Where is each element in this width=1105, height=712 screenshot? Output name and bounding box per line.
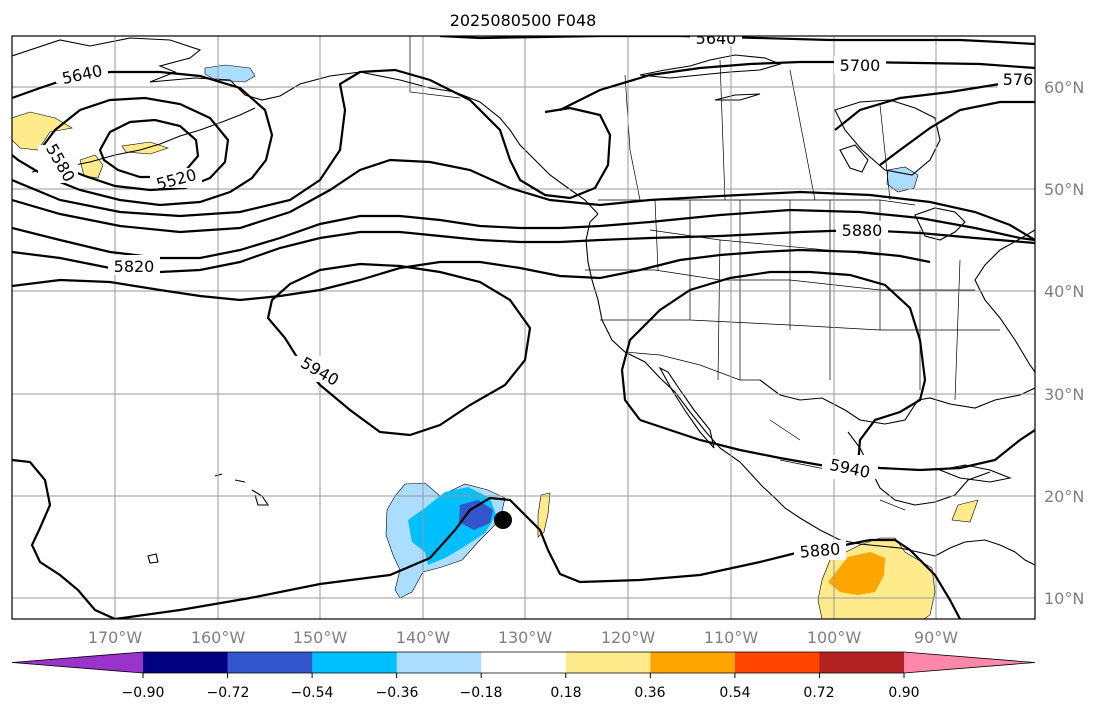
contours xyxy=(12,36,1035,619)
baja-coast xyxy=(658,366,715,449)
political-borders xyxy=(409,36,1000,511)
shade-negative xyxy=(459,500,493,530)
contour-label: 5640 xyxy=(696,29,737,48)
colorbar-tick-label: 0.36 xyxy=(634,685,665,701)
atlantic-coast xyxy=(974,229,1035,373)
lat-label: 40°N xyxy=(1044,282,1084,301)
longitude-labels: 170°W 160°W 150°W 140°W 130°W 120°W 110°… xyxy=(88,628,958,647)
contour-ridge-2 xyxy=(12,158,1035,241)
colorbar-segment xyxy=(312,652,398,673)
lat-label: 10°N xyxy=(1044,589,1084,608)
contour-5880-east xyxy=(12,228,1035,274)
lon-label: 160°W xyxy=(191,628,246,647)
contour-5700 xyxy=(559,60,1035,111)
lat-label: 50°N xyxy=(1044,180,1084,199)
lon-label: 170°W xyxy=(88,628,143,647)
border-states xyxy=(585,199,1000,401)
contour-label: 5700 xyxy=(840,56,881,75)
hudson-bay xyxy=(834,99,941,176)
contour-5760-east xyxy=(879,100,1035,166)
contour-5640-west xyxy=(12,70,274,207)
colorbar-extension-min xyxy=(12,652,143,673)
storm-center-dot xyxy=(494,511,512,529)
colorbar-tick-label: −0.72 xyxy=(207,685,250,701)
border-alaska-canada xyxy=(409,36,461,99)
shade-positive xyxy=(951,499,979,523)
colorbar-segment xyxy=(650,652,736,673)
latitude-labels: 60°N 50°N 40°N 30°N 20°N 10°N xyxy=(1044,78,1084,608)
lon-label: 120°W xyxy=(601,628,656,647)
colorbar-segment xyxy=(143,652,229,673)
map-frame xyxy=(11,35,1036,620)
colorbar-segment xyxy=(565,652,651,673)
border-us-mexico xyxy=(624,351,760,381)
colorbar-tick-label: −0.90 xyxy=(122,685,165,701)
colorbar xyxy=(11,651,1036,678)
colorbar-tick-label: 0.18 xyxy=(550,685,581,701)
border-provinces xyxy=(624,59,891,201)
island xyxy=(147,553,159,564)
colorbar-tick-label: 0.90 xyxy=(888,685,919,701)
contour-ridge-1 xyxy=(12,68,612,218)
colorbar-segment xyxy=(396,652,482,673)
colorbar-tick-label: −0.18 xyxy=(460,685,503,701)
arctic-islands xyxy=(839,144,869,173)
shade-positive xyxy=(79,154,104,179)
contour-labels: 5640 5700 576 5640 5520 5580 5820 5880 5… xyxy=(38,29,1035,562)
contour-5520 xyxy=(98,118,200,179)
shade-positive xyxy=(537,492,551,538)
shade-positive xyxy=(828,552,885,595)
colorbar-segment xyxy=(227,652,313,673)
lon-label: 140°W xyxy=(396,628,451,647)
arctic-islands xyxy=(714,93,761,101)
contour-label: 576 xyxy=(1003,70,1034,89)
lon-label: 150°W xyxy=(293,628,348,647)
lat-label: 30°N xyxy=(1044,385,1084,404)
contour-5640-north xyxy=(439,36,1035,46)
colorbar-tick-label: −0.36 xyxy=(376,685,419,701)
contour-5940-mexico xyxy=(639,418,851,470)
lon-label: 100°W xyxy=(807,628,862,647)
border-mexico-states xyxy=(769,419,906,511)
cuba xyxy=(938,464,1012,483)
lat-label: 20°N xyxy=(1044,487,1084,506)
gulf-coast xyxy=(759,379,1035,425)
colorbar-extension-max xyxy=(904,652,1035,673)
colorbar-tick-label: 0.54 xyxy=(719,685,750,701)
contour-5880-north xyxy=(12,248,931,302)
contour-5820 xyxy=(12,208,1035,260)
lon-label: 130°W xyxy=(498,628,553,647)
colorbar-tick-label: −0.54 xyxy=(291,685,334,701)
figure-title: 2025080500 F048 xyxy=(450,11,597,30)
colorbar-segment xyxy=(734,652,820,673)
contour-5940-conus xyxy=(620,270,1035,472)
west-coast xyxy=(585,213,936,557)
lon-label: 110°W xyxy=(704,628,759,647)
lat-label: 60°N xyxy=(1044,78,1084,97)
shade-positive xyxy=(12,111,73,151)
contour-label: 5880 xyxy=(842,221,883,240)
great-lakes xyxy=(914,207,966,241)
contour-label: 5880 xyxy=(799,539,841,561)
colorbar-ticks: −0.90 −0.72 −0.54 −0.36 −0.18 0.18 0.36 … xyxy=(122,685,920,701)
colorbar-tick-label: 0.72 xyxy=(803,685,834,701)
colorbar-segment xyxy=(819,652,905,673)
coastlines xyxy=(12,37,1035,566)
map-background xyxy=(12,36,1035,619)
alaska-coast xyxy=(12,37,599,215)
colorbar-segment xyxy=(481,652,567,673)
central-america xyxy=(934,539,1035,566)
contour-5580 xyxy=(38,96,230,192)
shade-negative xyxy=(886,166,919,193)
map-area: 5640 5700 576 5640 5520 5580 5820 5880 5… xyxy=(12,29,1035,619)
lon-label: 90°W xyxy=(914,628,958,647)
arctic-islands xyxy=(639,54,782,79)
contour-label: 5820 xyxy=(114,257,155,276)
